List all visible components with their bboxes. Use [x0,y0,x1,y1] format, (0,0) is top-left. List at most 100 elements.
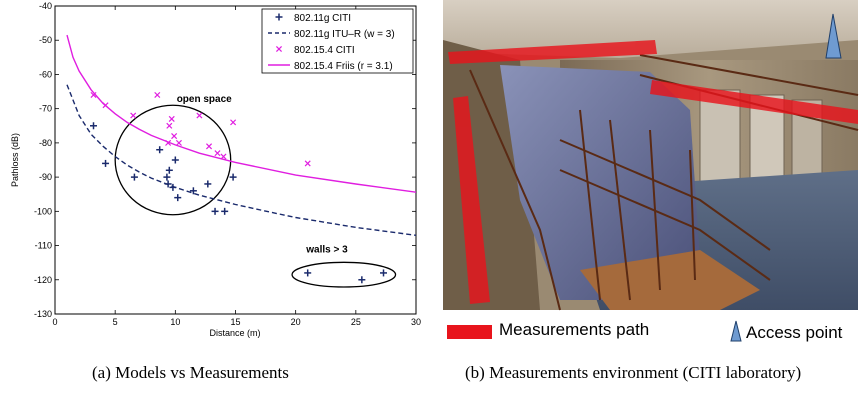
data-point-802154 [230,119,237,126]
legend-label-2: 802.15.4 CITI [294,45,355,56]
path-segment-top [448,40,657,64]
caption-left: (a) Models vs Measurements [92,363,289,382]
data-point-80211g [358,276,366,284]
data-point-802154 [171,133,178,140]
data-point-80211g [211,207,219,215]
lab-photo [443,0,859,311]
series-line-itu-r [66,84,416,236]
data-point-80211g [130,173,138,181]
x-tick-label: 20 [291,317,301,327]
data-point-802154-b [90,91,97,99]
data-point-802154-b [171,133,178,140]
open-space-ellipse [114,104,232,216]
x-tick-label: 10 [170,317,180,327]
measurement-path-overlay [448,40,858,304]
data-point-802154 [130,112,137,119]
chart-annotations: open space walls > 3 [177,94,348,256]
data-point-802154 [165,139,172,146]
data-point-80211g [304,269,312,277]
data-point-80211g [156,146,164,154]
y-axis-label: Pathloss (dB) [10,133,20,187]
data-point-802154-b [175,139,182,146]
measurement-path-label: Measurements path [499,320,650,339]
data-point-802154-b [168,115,175,122]
y-tick-label: -120 [34,275,52,285]
data-point-802154-b [130,112,137,119]
legend-label-0: 802.11g CITI [294,13,351,24]
x-tick-label: 0 [52,317,57,327]
measurement-path-swatch [447,325,492,339]
y-tick-label: -110 [35,241,52,251]
data-point-802154 [102,102,109,109]
data-point-802154 [214,150,221,157]
y-tick-label: -90 [39,172,52,182]
data-point-80211g [102,159,110,167]
data-point-80211g [163,173,171,181]
data-point-80211g [380,269,388,277]
data-point-802154 [166,122,173,129]
data-point-802154-b [304,160,311,167]
y-tick-label: -130 [34,309,52,319]
data-point-802154-b [196,112,203,119]
data-point-802154-b [214,150,221,157]
legend-entry-0: 802.11g CITI [275,13,351,24]
x-tick-label: 5 [113,317,118,327]
x-tick-label: 30 [411,317,421,327]
y-tick-label: -60 [39,69,52,79]
data-point-802154 [220,153,227,160]
y-tick-label: -80 [39,138,52,148]
legend-x-mark-b [275,45,283,53]
legend-x-mark [275,45,283,53]
legend-box [261,8,414,74]
ellipse-annotations [114,104,397,288]
legend-entry-1: 802.11g ITU–R (w = 3) [268,29,395,40]
data-point-80211g [171,156,179,164]
legend-label-1: 802.11g ITU–R (w = 3) [294,29,395,40]
data-point-802154 [196,112,203,119]
data-point-802154 [206,143,213,150]
y-tick-label: -100 [34,206,52,216]
photo-central-block [500,65,700,300]
data-point-802154-b [220,153,227,160]
series-line-friis [66,34,416,193]
data-point-80211g [189,187,197,195]
data-point-80211g [174,194,182,202]
access-point-icon [825,13,842,59]
x-axis-label: Distance (m) [209,328,260,338]
data-point-80211g [204,180,212,188]
data-point-80211g [90,122,98,130]
data-point-802154 [175,139,182,146]
data-point-802154-b [165,139,172,146]
data-point-80211g [169,183,177,191]
access-point-legend-icon [730,320,742,342]
legend-x-mark-icon [275,45,283,53]
x-tick-label: 25 [351,317,361,327]
photo-ceiling [443,0,858,58]
legend-entry-3: 802.15.4 Friis (r = 3.1) [268,61,393,72]
annotation-label-0: open space [177,94,232,105]
data-point-80211g [229,173,237,181]
data-point-80211g [164,180,172,188]
data-point-802154-b [166,122,173,129]
data-point-802154-b [230,119,237,126]
y-tick-label: -40 [39,1,52,11]
caption-right: (b) Measurements environment (CITI labor… [465,363,802,382]
data-point-802154 [304,160,311,167]
data-point-802154-b [102,102,109,109]
annotation-label-1: walls > 3 [305,244,348,255]
data-point-802154 [168,115,175,122]
path-segment-right [650,80,858,124]
measurement-markers [90,91,388,284]
y-tick-label: -50 [39,35,52,45]
y-tick-label: -70 [39,104,52,114]
access-point-label: Access point [746,323,843,342]
data-point-802154-b [154,91,161,99]
walls-ellipse [291,261,397,288]
model-lines [66,34,416,236]
legend-entry-2: 802.15.4 CITI [275,45,355,56]
data-point-802154-b [206,143,213,150]
x-tick-label: 15 [230,317,240,327]
pathloss-chart: 0 5 10 15 20 25 30 -40 -50 -60 -70 -80 -90 -100 -110 -1… [10,1,421,338]
data-point-802154 [90,91,97,99]
